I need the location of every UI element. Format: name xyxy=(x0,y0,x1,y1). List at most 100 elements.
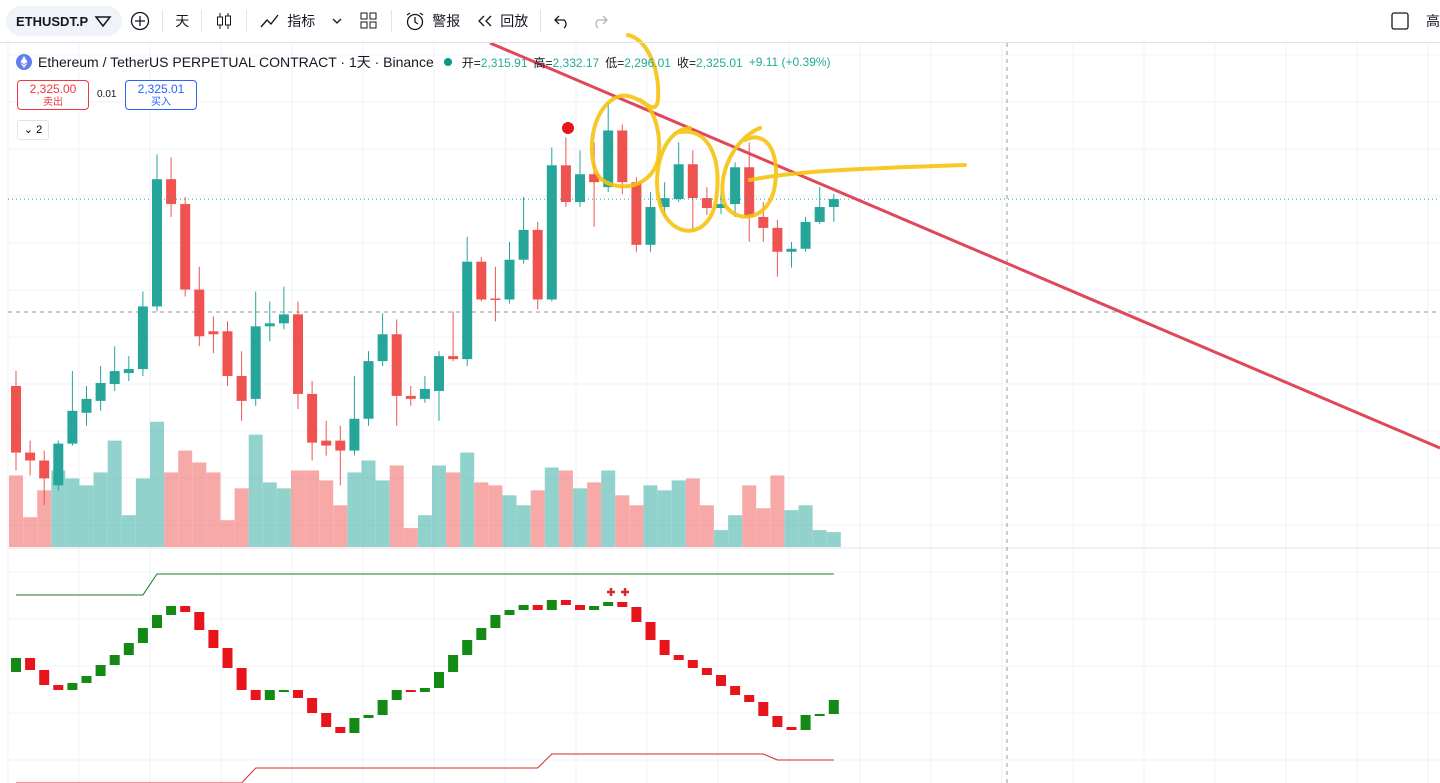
volume-bar xyxy=(544,467,559,547)
chart-type-button[interactable] xyxy=(206,6,242,36)
buy-button[interactable]: 2,325.01 买入 xyxy=(125,80,197,110)
candle-body xyxy=(293,314,303,394)
candle-body xyxy=(448,356,459,360)
separator xyxy=(391,10,393,32)
candle-body xyxy=(152,179,162,307)
icon xyxy=(94,16,112,28)
candle-body xyxy=(180,204,191,290)
candle-body xyxy=(546,165,557,300)
oscillator-box xyxy=(250,690,261,700)
oscillator-box xyxy=(208,630,219,648)
oscillator-box xyxy=(264,690,275,700)
buy-price: 2,325.01 xyxy=(137,82,185,96)
fullscreen-button[interactable] xyxy=(1382,6,1418,36)
volume-bar xyxy=(643,485,658,547)
oscillator-box xyxy=(575,605,585,610)
layout-button[interactable] xyxy=(351,6,387,36)
oscillator-box xyxy=(67,683,78,690)
candle-body xyxy=(659,198,670,208)
sell-button[interactable]: 2,325.00 卖出 xyxy=(17,80,89,110)
candle-body xyxy=(25,452,36,461)
volume-bar xyxy=(488,485,503,547)
oscillator-box xyxy=(828,700,839,714)
volume-bar xyxy=(150,421,164,547)
oscillator-box xyxy=(307,698,318,713)
volume-bar xyxy=(305,470,320,547)
candle-body xyxy=(166,179,177,205)
candle-body xyxy=(772,227,783,252)
candle-body xyxy=(137,306,148,370)
indicators-button[interactable]: 指标 xyxy=(251,6,323,36)
redo-button[interactable] xyxy=(581,6,617,36)
oscillator-box xyxy=(786,727,797,730)
volume-bar xyxy=(587,482,602,547)
symbol-button[interactable]: ETHUSDT.P xyxy=(6,6,123,36)
candle-body xyxy=(419,388,430,399)
oscillator-box xyxy=(476,628,487,640)
interval-button[interactable]: 天 xyxy=(167,6,197,36)
volume-bar xyxy=(671,480,686,547)
oscillator-box xyxy=(589,606,600,610)
candle-body xyxy=(518,229,529,260)
oscillator-box xyxy=(405,690,416,692)
right-menu[interactable]: 高 xyxy=(1418,6,1440,36)
volume-bar xyxy=(375,480,390,547)
right-label: 高 xyxy=(1426,13,1440,29)
volume-bar xyxy=(770,475,785,547)
alert: 警报 xyxy=(432,13,461,29)
icon xyxy=(595,15,609,29)
candle-body xyxy=(236,376,247,401)
icon xyxy=(260,14,279,28)
separator xyxy=(540,10,542,32)
oscillator-box xyxy=(758,702,769,716)
volume-bar xyxy=(530,490,545,547)
volume-bar xyxy=(37,490,52,547)
icon xyxy=(217,13,232,29)
oscillator-box xyxy=(419,688,430,692)
candle-body xyxy=(208,331,219,335)
candle-body xyxy=(278,314,289,324)
volume-bar xyxy=(474,482,489,547)
volume-bar xyxy=(685,478,700,547)
volume-bar xyxy=(65,478,80,547)
replay-button[interactable]: 回放 xyxy=(468,6,536,36)
oscillator-box xyxy=(293,690,303,698)
undo-button[interactable] xyxy=(545,6,581,36)
volume-bar xyxy=(558,470,573,547)
alert-button[interactable]: 警报 xyxy=(396,6,468,36)
coin-icon xyxy=(16,54,32,70)
oscillator-box xyxy=(53,685,64,690)
oscillator-box xyxy=(95,665,106,676)
oscillator-box xyxy=(687,660,698,668)
lower-band xyxy=(16,753,834,783)
volume-bar xyxy=(51,470,66,547)
oscillator-box xyxy=(490,615,501,628)
templates-button[interactable] xyxy=(323,6,351,36)
legend: Ethereum / TetherUS PERPETUAL CONTRACT ·… xyxy=(16,52,831,72)
sell-price: 2,325.00 xyxy=(29,82,77,96)
add-button[interactable] xyxy=(122,6,158,36)
ohlc-label: 开= xyxy=(461,55,481,70)
oscillator-box xyxy=(462,640,473,655)
oscillator-box xyxy=(11,658,21,672)
ohlc-value: 2,296.01 xyxy=(624,55,671,70)
volume-bar xyxy=(347,472,362,547)
candle-body xyxy=(490,298,501,300)
candle-body xyxy=(575,174,585,203)
volume-bar xyxy=(220,520,235,547)
volume-bar xyxy=(93,472,108,547)
collapse-button[interactable]: ⌄ 2 xyxy=(17,120,49,140)
candle-body xyxy=(81,398,92,413)
icon xyxy=(332,18,342,24)
volume-bar xyxy=(742,485,757,547)
upper-band xyxy=(16,573,834,596)
oscillator-box xyxy=(25,658,36,670)
oscillator-box xyxy=(123,643,134,655)
replay: 回放 xyxy=(500,13,529,29)
volume-bar xyxy=(446,472,461,547)
marker-circle xyxy=(655,126,720,233)
candle-body xyxy=(405,395,416,399)
icon xyxy=(406,12,424,31)
volume-bar xyxy=(573,488,587,547)
